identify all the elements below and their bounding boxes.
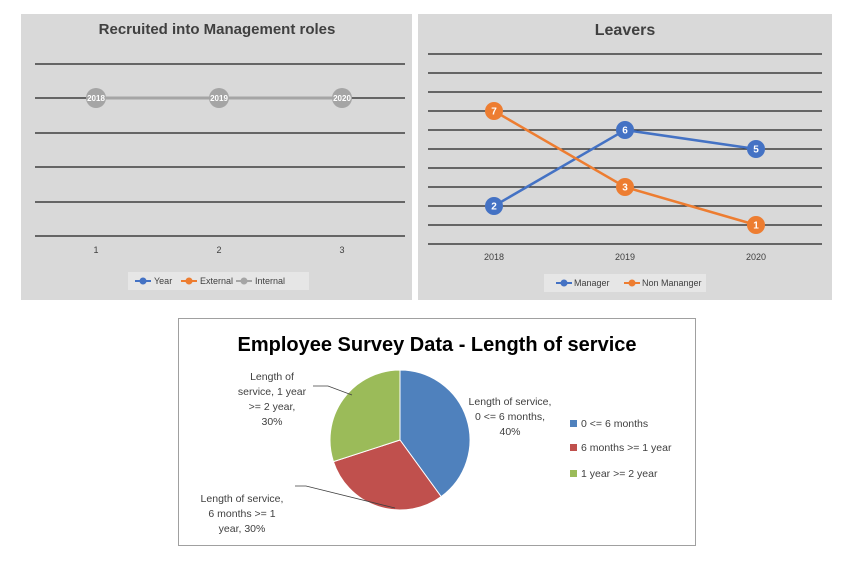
pie-data-label-0-6-months-line-1: Length of service, — [469, 396, 552, 408]
length-of-service-chart-svg: Employee Survey Data - Length of service… — [178, 318, 696, 546]
legend-swatch-1-year-2-year — [570, 470, 577, 477]
pie-data-label-0-6-months-line-2: 0 <= 6 months, — [475, 411, 545, 423]
chart-title: Leavers — [595, 22, 656, 39]
legend-marker-year — [139, 277, 147, 285]
legend-label-year: Year — [154, 276, 172, 286]
legend-marker-external — [185, 277, 193, 285]
legend-label-6-months-1-year: 6 months >= 1 year — [581, 442, 672, 454]
x-tick-label-2: 2 — [216, 245, 221, 255]
legend-label-1-year-2-year: 1 year >= 2 year — [581, 468, 658, 480]
pie-data-label-1-year-2-year-line-2: service, 1 year — [238, 386, 307, 398]
pie-data-label-1-year-2-year-line-3: >= 2 year, — [249, 401, 296, 413]
leader-line-6-months-1-year — [295, 485, 396, 509]
legend-swatch-6-months-1-year — [570, 444, 577, 451]
pie-data-label-1-year-2-year-line-1: Length of — [250, 371, 294, 383]
legend-label-internal: Internal — [255, 276, 285, 286]
data-label-internal-1: 2018 — [87, 94, 105, 103]
chart-background — [418, 14, 832, 300]
leader-line-1-year-2-year — [313, 385, 353, 396]
recruited-chart: Recruited into Management roles 2018 2019 2… — [21, 14, 412, 300]
chart-background — [21, 14, 412, 300]
x-tick-label-2019: 2019 — [615, 252, 635, 262]
pie-data-label-0-6-months-line-3: 40% — [499, 426, 520, 438]
data-label-manager-2018: 2 — [491, 202, 497, 213]
leavers-chart-svg: Leavers 2 6 5 7 3 1 2018 2019 2020 Manager Non Mana… — [418, 14, 832, 300]
data-point-manager-2018 — [485, 197, 503, 215]
legend-label-0-6-months: 0 <= 6 months — [581, 418, 648, 430]
data-label-internal-2: 2019 — [210, 94, 228, 103]
length-of-service-chart: Employee Survey Data - Length of service… — [178, 318, 696, 546]
data-label-internal-3: 2020 — [333, 94, 351, 103]
data-label-manager-2020: 5 — [753, 145, 759, 156]
x-tick-label-1: 1 — [93, 245, 98, 255]
legend-marker-non-mananger — [628, 279, 636, 287]
pie-data-label-1-year-2-year-line-4: 30% — [261, 416, 282, 428]
data-point-non-mananger-2020 — [747, 216, 765, 234]
legend-marker-manager — [560, 279, 568, 287]
data-label-non-mananger-2018: 7 — [491, 107, 497, 118]
legend-label-non-mananger: Non Mananger — [642, 278, 702, 288]
legend-marker-internal — [240, 277, 248, 285]
recruited-chart-svg: Recruited into Management roles 2018 2019 2… — [21, 14, 412, 300]
pie-data-label-6-months-1-year-line-2: 6 months >= 1 — [208, 508, 275, 520]
x-tick-label-2018: 2018 — [484, 252, 504, 262]
data-point-internal-3 — [332, 88, 352, 108]
data-point-manager-2019 — [616, 121, 634, 139]
legend-label-external: External — [200, 276, 233, 286]
leavers-chart: Leavers 2 6 5 7 3 1 2018 2019 2020 Manager Non Mana… — [418, 14, 832, 300]
x-tick-label-3: 3 — [339, 245, 344, 255]
pie-data-label-6-months-1-year-line-1: Length of service, — [201, 493, 284, 505]
pie-data-label-6-months-1-year-line-3: year, 30% — [219, 523, 266, 535]
data-point-manager-2020 — [747, 140, 765, 158]
data-label-non-mananger-2019: 3 — [622, 183, 628, 194]
data-label-manager-2019: 6 — [622, 126, 628, 137]
data-point-non-mananger-2019 — [616, 178, 634, 196]
chart-title: Recruited into Management roles — [99, 21, 336, 38]
legend-label-manager: Manager — [574, 278, 610, 288]
chart-title: Employee Survey Data - Length of service — [237, 334, 636, 356]
data-point-internal-1 — [86, 88, 106, 108]
pie-slice-6-months-1-year — [332, 439, 442, 511]
legend-swatch-0-6-months — [570, 420, 577, 427]
x-tick-label-2020: 2020 — [746, 252, 766, 262]
pie-slice-1-year-2-year — [329, 369, 401, 463]
pie-slice-0-6-months — [399, 369, 471, 498]
data-point-non-mananger-2018 — [485, 102, 503, 120]
data-label-non-mananger-2020: 1 — [753, 221, 759, 232]
legend-box — [128, 272, 309, 290]
data-point-internal-2 — [209, 88, 229, 108]
